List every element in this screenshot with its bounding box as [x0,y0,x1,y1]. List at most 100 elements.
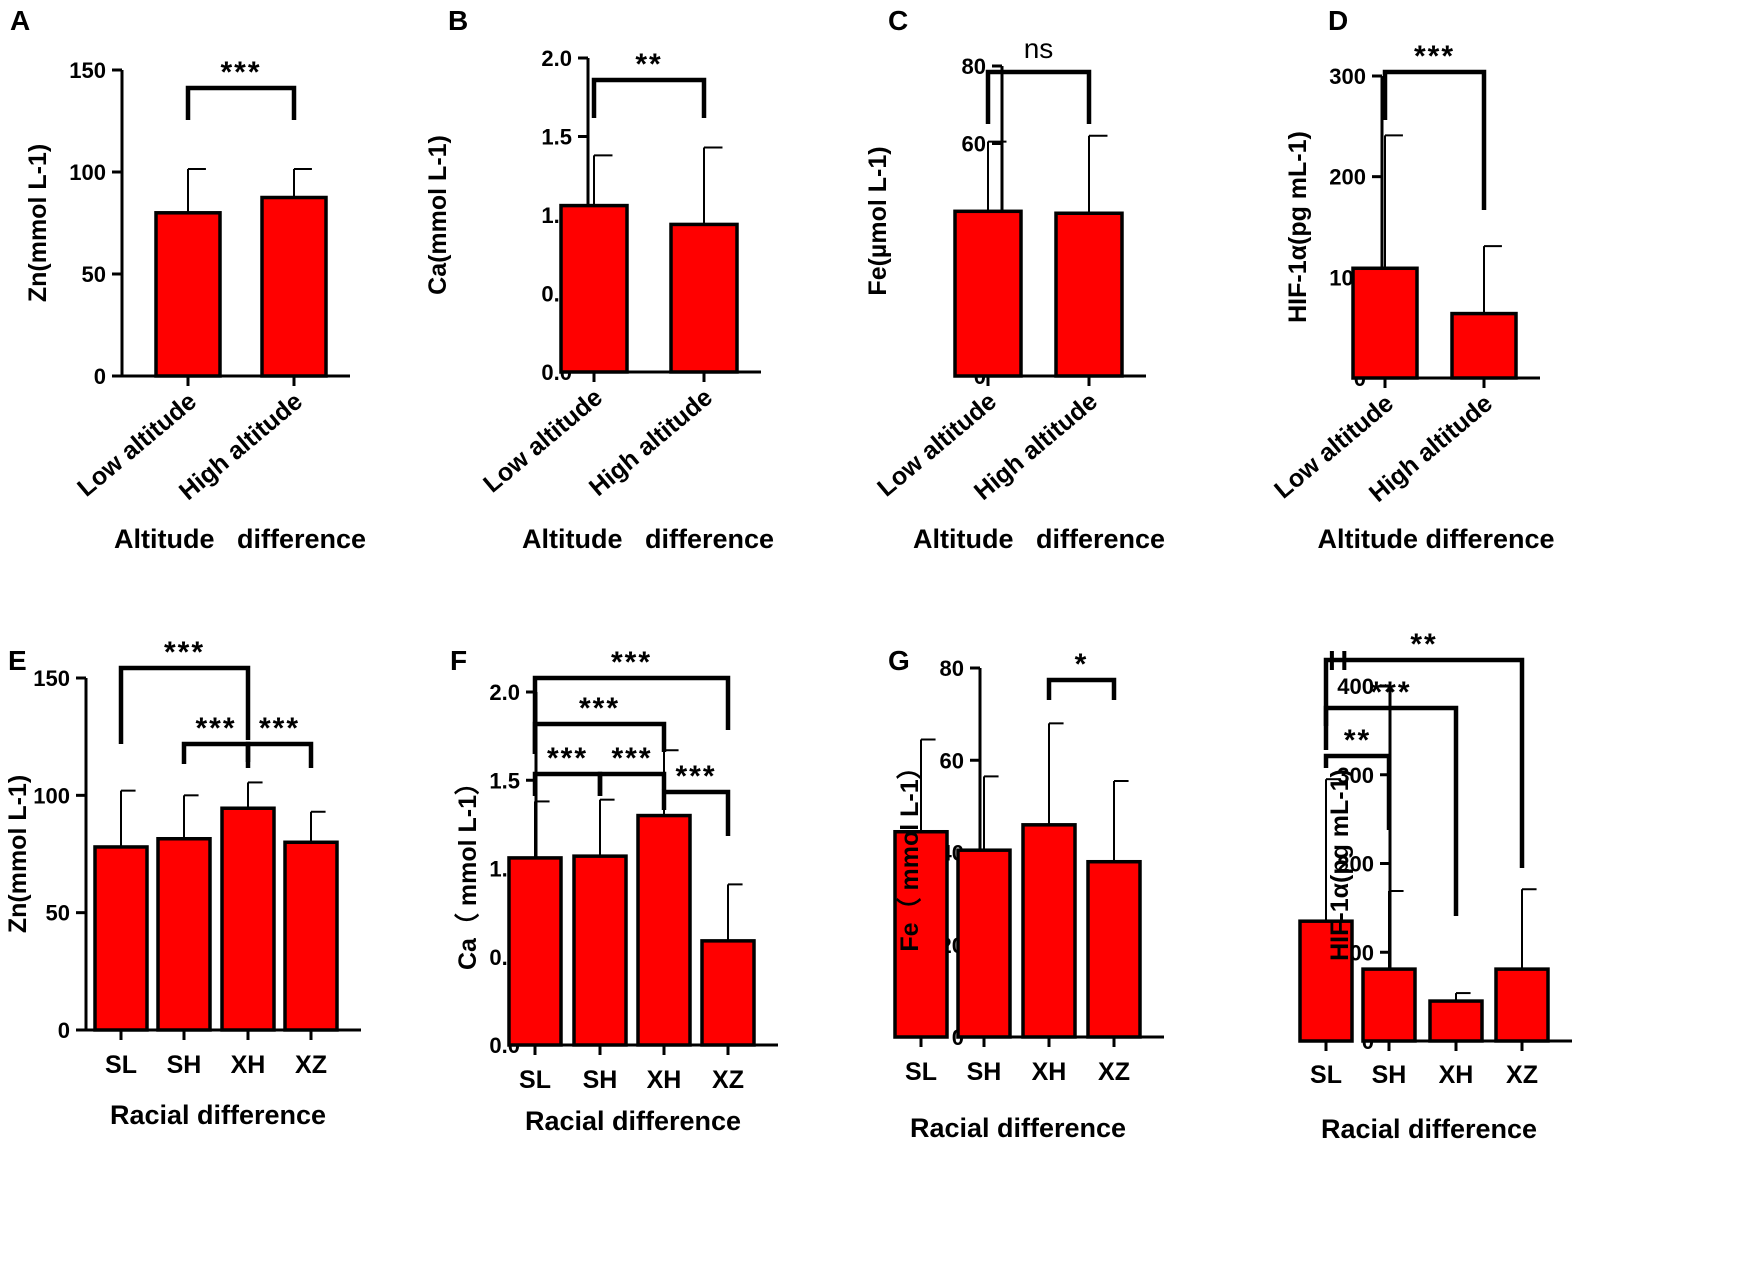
y-tick-label: 60 [940,748,964,773]
y-axis-label: Fe（ mmol L-1） [895,754,924,951]
x-axis-title: Racial difference [525,1106,741,1136]
panel-label: G [888,645,910,676]
y-tick-label: 80 [940,656,964,681]
bar [1428,999,1484,1043]
y-tick-label: 150 [69,58,106,83]
bar [1361,967,1417,1043]
y-tick-label: 100 [69,160,106,185]
y-tick-label: 1.5 [489,768,520,793]
panel-h: H0100200300400SLSHXHXZ*******HIF-1α(pg m… [1298,628,1572,1144]
category-label: XZ [1506,1061,1538,1089]
significance-label: ** [1410,628,1437,661]
y-tick-label: 1.5 [541,125,572,150]
category-label: SH [967,1058,1002,1086]
panel-f: F0.00.51.01.52.0SL SH XH XZ*** ************C… [450,645,778,1136]
significance-label: ** [635,48,662,81]
significance-label: * [1075,648,1089,681]
x-axis-title: Racial difference [1321,1114,1537,1144]
panel-e: E 0 50 100 150 SL SH XH XZ *** *** *** Zn(mmol L-1) R… [4,636,361,1130]
y-axis-label: Zn(mmol L-1) [24,144,52,302]
bar [283,840,339,1032]
significance-bracket [532,771,603,796]
significance-bracket [1323,705,1459,916]
significance-label: *** [547,742,588,775]
y-tick-label: 80 [962,54,986,79]
y-tick-label: 0 [94,364,106,389]
panel-label: C [888,5,908,36]
category-label: SL [1310,1061,1342,1089]
y-tick-label: 100 [33,783,70,808]
y-tick-label: 200 [1337,852,1374,877]
y-axis-label: Ca（ mmol L-1） [453,770,482,970]
y-tick-label: 50 [46,901,70,926]
significance-bracket [118,665,251,744]
x-axis-title: Altitude difference [522,524,774,554]
y-axis-label: Fe(µmol L-1) [864,146,892,295]
category-label: XH [1439,1061,1474,1089]
panel-label: A [10,5,30,36]
significance-bracket [661,789,731,836]
bar [1086,859,1142,1039]
bar [93,845,149,1032]
significance-bracket [597,771,667,796]
category-label: XH [1032,1058,1067,1086]
bar [260,195,328,378]
panel-label: D [1328,5,1348,36]
y-tick-label: 300 [1337,763,1374,788]
bar [559,203,629,374]
panel-label: E [8,645,27,676]
significance-bracket [1323,753,1392,830]
significance-bracket [591,77,707,118]
y-axis-label: Zn(mmol L-1) [4,775,32,933]
category-label: XZ [712,1066,744,1094]
bar [156,836,212,1032]
category-label: XZ [295,1051,327,1079]
bar [1351,266,1419,380]
y-tick-label: 200 [1329,165,1366,190]
x-axis-title: Altitude difference [114,524,366,554]
significance-label: *** [1414,40,1455,73]
category-label: SH [583,1066,618,1094]
significance-bracket [185,85,297,120]
significance-bracket [532,675,731,754]
significance-label: *** [220,56,261,89]
y-tick-label: 150 [33,666,70,691]
panel-label: B [448,5,468,36]
significance-bracket [1046,677,1117,700]
significance-bracket [245,741,314,768]
significance-label: *** [611,742,652,775]
bar [1450,311,1518,380]
significance-label: *** [195,712,236,745]
significance-label: *** [611,646,652,679]
bar [1021,823,1077,1039]
significance-label: ** [1344,724,1371,757]
panel-label: F [450,645,467,676]
category-label: XZ [1098,1058,1130,1086]
y-tick-label: 50 [82,262,106,287]
category-label: SH [167,1051,202,1079]
significance-bracket [985,69,1092,124]
y-axis-label: Ca(mmol L-1) [424,135,452,295]
y-tick-label: 300 [1329,64,1366,89]
bar [507,856,563,1047]
significance-bracket [181,741,251,764]
category-label: SL [105,1051,137,1079]
y-axis-label: HIF-1α(pg mL-1) [1284,131,1312,323]
bar [636,813,692,1047]
category-label: XH [231,1051,266,1079]
category-label: XH [647,1066,682,1094]
bar [572,854,628,1047]
significance-bracket [1382,69,1487,210]
category-label: SH [1372,1061,1407,1089]
x-axis-title: Altitude difference [1317,524,1554,554]
bar [154,211,222,378]
y-tick-label: 0 [58,1018,70,1043]
bar [1298,919,1354,1043]
y-tick-label: 60 [962,132,986,157]
significance-label: ns [1024,33,1054,64]
bar [893,829,949,1039]
significance-label: *** [579,692,620,725]
